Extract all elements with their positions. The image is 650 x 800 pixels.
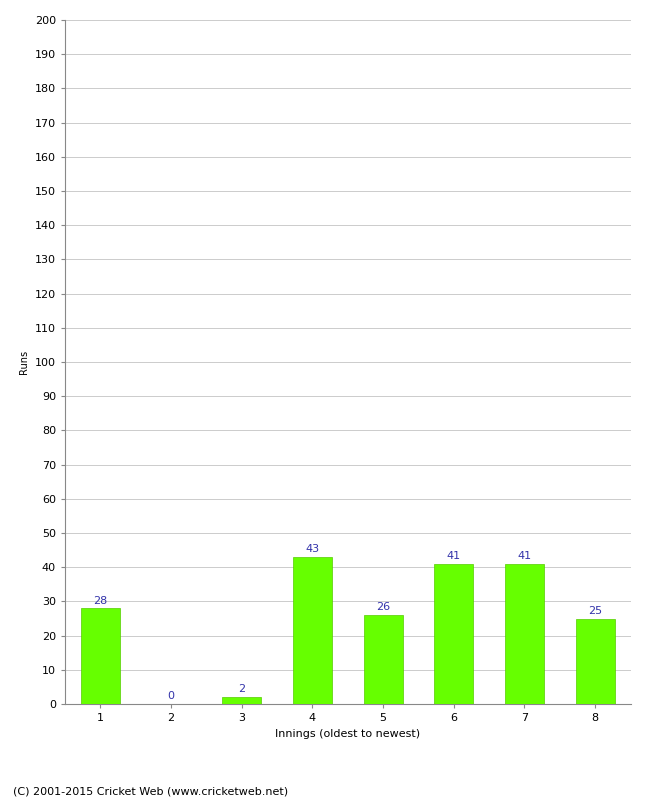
Text: 28: 28 bbox=[93, 595, 107, 606]
Text: 41: 41 bbox=[517, 551, 532, 561]
Bar bbox=[434, 564, 473, 704]
Text: 43: 43 bbox=[306, 544, 319, 554]
Bar bbox=[81, 608, 120, 704]
Bar bbox=[363, 615, 402, 704]
Text: 41: 41 bbox=[447, 551, 461, 561]
Text: (C) 2001-2015 Cricket Web (www.cricketweb.net): (C) 2001-2015 Cricket Web (www.cricketwe… bbox=[13, 786, 288, 796]
Text: 2: 2 bbox=[238, 685, 245, 694]
Bar bbox=[222, 697, 261, 704]
X-axis label: Innings (oldest to newest): Innings (oldest to newest) bbox=[275, 729, 421, 738]
Text: 25: 25 bbox=[588, 606, 602, 616]
Y-axis label: Runs: Runs bbox=[20, 350, 29, 374]
Text: 0: 0 bbox=[168, 691, 175, 702]
Bar bbox=[505, 564, 544, 704]
Bar bbox=[293, 557, 332, 704]
Bar bbox=[576, 618, 615, 704]
Text: 26: 26 bbox=[376, 602, 390, 612]
